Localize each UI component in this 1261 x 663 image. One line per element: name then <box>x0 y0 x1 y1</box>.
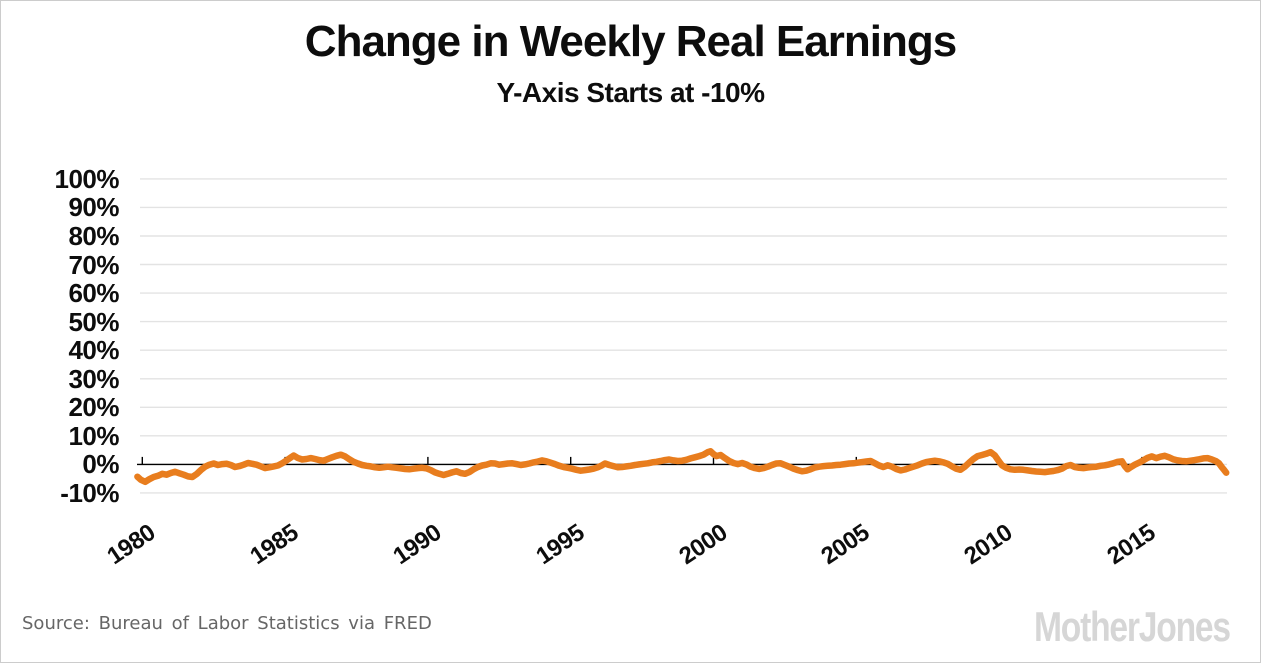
y-axis-tick-label: 10% <box>68 420 119 451</box>
y-axis-tick-label: -10% <box>60 477 119 508</box>
chart-subtitle: Y-Axis Starts at -10% <box>496 77 765 108</box>
y-axis-tick-label: 30% <box>68 363 119 394</box>
y-axis-tick-label: 20% <box>68 392 119 423</box>
y-axis-tick-label: 90% <box>68 192 119 223</box>
mother-jones-logo: MotherJones <box>1034 603 1231 650</box>
y-axis-tick-label: 70% <box>68 249 119 280</box>
y-axis-tick-label: 40% <box>68 335 119 366</box>
source-note: Source: Bureau of Labor Statistics via F… <box>22 613 432 634</box>
y-axis-tick-label: 0% <box>82 449 119 480</box>
y-axis-tick-label: 100% <box>54 163 120 194</box>
chart-title: Change in Weekly Real Earnings <box>304 17 957 66</box>
y-axis-tick-label: 60% <box>68 278 119 309</box>
y-axis-tick-label: 50% <box>68 306 119 337</box>
earnings-line <box>134 448 1230 486</box>
y-axis-tick-label: 80% <box>68 221 119 251</box>
